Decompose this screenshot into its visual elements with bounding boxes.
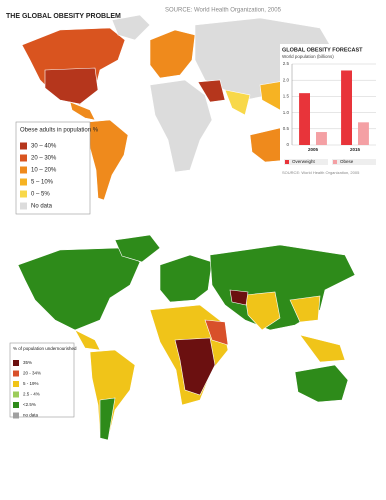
legend-swatch [13, 412, 19, 419]
legend-label: No data [31, 204, 53, 210]
legend-swatch [20, 190, 27, 198]
legend-swatch [20, 154, 27, 162]
legend-swatch [20, 202, 27, 210]
y-tick-label: 2.0 [283, 77, 290, 82]
bar [299, 93, 310, 145]
legend-label: Obese [340, 159, 354, 164]
legend-label: Overweight [292, 159, 316, 164]
legend-swatch [13, 370, 19, 377]
legend-label: 5 - 19% [23, 381, 39, 386]
bar [316, 132, 327, 145]
chart-panel [280, 44, 382, 176]
x-tick-label: 2005 [308, 147, 319, 152]
legend: Obese adults in population % 30 – 40% 20 –… [20, 128, 99, 210]
legend-title: % of population undernourished [13, 346, 77, 351]
legend-box [9, 342, 75, 418]
legend-label: no data [23, 413, 39, 418]
x-tick-label: 2015 [350, 147, 361, 152]
legend-label: <2.5% [23, 402, 36, 407]
legend-swatch [20, 178, 27, 186]
legend-label: 0 – 5% [31, 192, 50, 198]
legend-label: 20 - 34% [23, 371, 41, 376]
legend-swatch [285, 160, 289, 164]
legend-swatch [332, 159, 376, 165]
chart-source: SOURCE: World Health Organization, 2005 [282, 170, 360, 175]
bar [358, 122, 369, 145]
y-tick-label: 1.5 [283, 94, 290, 99]
legend-swatch [13, 391, 19, 398]
chart-subtitle: World population (billions) [282, 54, 334, 59]
legend-label: 35% [23, 360, 32, 365]
y-tick-label: 1.0 [283, 110, 290, 115]
undernourished-map [17, 234, 356, 441]
chart-title: GLOBAL OBESITY FORECAST [282, 47, 363, 53]
legend-swatch [20, 166, 27, 174]
legend-swatch [13, 402, 19, 408]
legend-swatch [333, 160, 337, 164]
legend-title: Obese adults in population % [20, 128, 99, 134]
legend-label: 2.5 - 4% [23, 392, 40, 397]
y-tick-label: 0.5 [283, 126, 290, 131]
legend-swatch [13, 360, 19, 366]
map-source: SOURCE: World Health Organization, 2005 [165, 8, 282, 14]
legend-box [15, 121, 91, 215]
map-title: THE GLOBAL OBESITY PROBLEM [6, 13, 121, 20]
legend-swatch [13, 381, 19, 387]
legend-swatch [284, 159, 328, 165]
legend-swatch [20, 142, 27, 150]
legend-label: 30 – 40% [31, 144, 57, 150]
legend-label: 10 – 20% [31, 168, 57, 174]
legend: % of population undernourished 35% 20 - 34… [13, 346, 77, 419]
obesity-map [21, 14, 331, 201]
legend-label: 20 – 30% [31, 156, 57, 162]
y-tick-label: 0 [286, 142, 289, 147]
chart: 0 0.5 1.0 1.5 2.0 2.5 2005 2015 Overweight Obese [283, 61, 376, 165]
bar [341, 70, 352, 145]
y-tick-label: 2.5 [283, 61, 290, 66]
legend-label: 5 – 10% [31, 180, 54, 186]
